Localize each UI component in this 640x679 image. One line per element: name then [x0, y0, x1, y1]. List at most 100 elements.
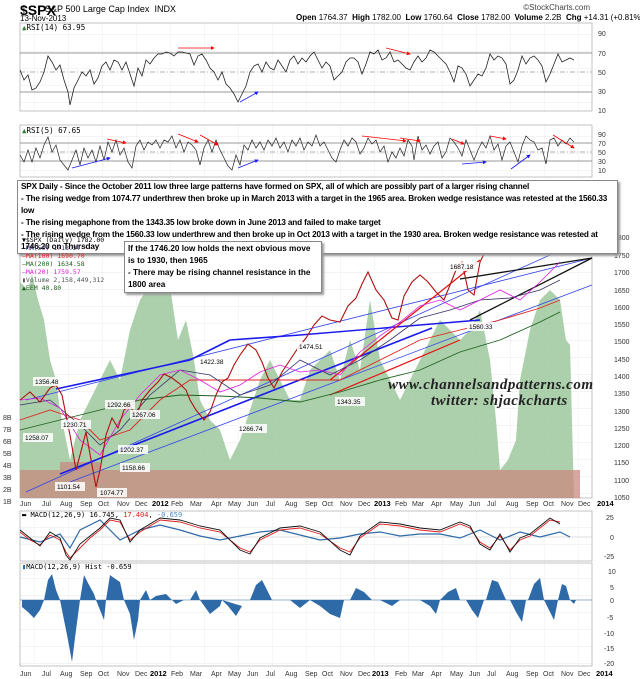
- brand-label: ©StockCharts.com: [523, 3, 590, 12]
- svg-text:Oct: Oct: [543, 671, 554, 678]
- svg-text:Jun: Jun: [20, 501, 31, 508]
- svg-text:Jul: Jul: [487, 501, 496, 508]
- svg-text:25: 25: [606, 515, 614, 522]
- annotation-line: - The rising wedge from 1074.77 underthr…: [21, 194, 608, 215]
- svg-text:2012: 2012: [152, 499, 169, 508]
- svg-text:May: May: [228, 501, 242, 508]
- svg-text:Feb: Feb: [171, 501, 183, 508]
- svg-text:6B: 6B: [3, 439, 12, 446]
- svg-text:4B: 4B: [3, 463, 12, 470]
- svg-text:Dec: Dec: [135, 671, 148, 678]
- price-ticks: 1800 1750 1700 1650 1600 1550 1500 1450 …: [614, 235, 630, 502]
- svg-text:2014: 2014: [596, 669, 614, 678]
- svg-text:1750: 1750: [614, 253, 630, 260]
- svg-text:Mar: Mar: [190, 671, 203, 678]
- svg-text:Nov: Nov: [117, 671, 130, 678]
- svg-text:Sep: Sep: [305, 671, 318, 678]
- price-point-labels: 1356.48 1258.07 1230.71 1101.54 1074.77 …: [23, 262, 497, 497]
- svg-text:-15: -15: [604, 646, 614, 653]
- symbol: $SPX: [20, 2, 56, 18]
- svg-text:1292.66: 1292.66: [107, 402, 131, 409]
- svg-text:-20: -20: [604, 661, 614, 668]
- svg-text:Jun: Jun: [20, 671, 31, 678]
- volume-ticks: 8B 7B 6B 5B 4B 3B 2B 1B: [3, 415, 12, 506]
- svg-text:-5: -5: [607, 615, 613, 622]
- svg-text:Aug: Aug: [285, 671, 298, 678]
- svg-text:1158.66: 1158.66: [122, 465, 145, 472]
- svg-text:1074.77: 1074.77: [100, 490, 124, 497]
- svg-text:1422.38: 1422.38: [200, 359, 224, 366]
- svg-text:1101.54: 1101.54: [57, 484, 80, 491]
- svg-text:1150: 1150: [614, 460, 629, 467]
- svg-text:Jul: Jul: [266, 671, 275, 678]
- svg-text:Mar: Mar: [412, 501, 425, 508]
- svg-text:50: 50: [598, 70, 606, 77]
- svg-text:10: 10: [598, 108, 606, 115]
- svg-text:Jun: Jun: [469, 501, 480, 508]
- svg-text:Aug: Aug: [285, 501, 298, 508]
- svg-text:Jul: Jul: [42, 501, 51, 508]
- svg-text:-25: -25: [604, 554, 614, 561]
- outlook-annotation: If the 1746.20 low holds the next obviou…: [124, 241, 322, 293]
- rsi5-label: ▲RSI(5) 67.65: [22, 126, 81, 135]
- svg-text:1600: 1600: [614, 305, 630, 312]
- svg-text:Oct: Oct: [322, 671, 333, 678]
- macd-panel: 25 0 -25: [19, 510, 614, 562]
- svg-text:1700: 1700: [614, 270, 630, 277]
- svg-text:Sep: Sep: [80, 501, 93, 508]
- svg-text:1266.74: 1266.74: [239, 426, 263, 433]
- svg-text:Aug: Aug: [60, 501, 73, 508]
- macd-hist-panel: 10 5 0 -5 -10 -15 -20: [19, 562, 616, 668]
- svg-text:1343.35: 1343.35: [337, 399, 361, 406]
- svg-text:Sep: Sep: [526, 671, 539, 678]
- bottom-month-axis: Jun Jul Aug Sep Oct Nov Dec 2012 Feb Mar…: [20, 669, 614, 678]
- chart-date: 13-Nov-2013: [20, 14, 67, 23]
- svg-text:May: May: [450, 501, 464, 508]
- svg-text:Apr: Apr: [431, 671, 443, 678]
- svg-text:1100: 1100: [614, 478, 629, 485]
- svg-text:Mar: Mar: [190, 501, 203, 508]
- svg-text:1500: 1500: [614, 339, 630, 346]
- svg-text:Feb: Feb: [395, 671, 407, 678]
- svg-text:2014: 2014: [597, 499, 615, 508]
- svg-text:0: 0: [610, 598, 614, 605]
- svg-text:1200: 1200: [614, 443, 630, 450]
- svg-text:Dec: Dec: [358, 501, 371, 508]
- svg-text:1400: 1400: [614, 374, 630, 381]
- svg-text:Jun: Jun: [247, 671, 258, 678]
- svg-text:1474.51: 1474.51: [299, 344, 323, 351]
- svg-text:Feb: Feb: [171, 671, 183, 678]
- svg-text:Mar: Mar: [412, 671, 425, 678]
- macd-hist-label: ▮MACD(12,26,9) Hist -0.659: [22, 563, 132, 571]
- svg-text:10: 10: [608, 569, 616, 576]
- svg-text:May: May: [228, 671, 242, 678]
- legend-spx: ▼$SPX (Daily) 1782.00: [22, 236, 105, 244]
- svg-text:Sep: Sep: [305, 501, 318, 508]
- svg-text:70: 70: [598, 141, 606, 148]
- legend-ma100: —MA(100) 1690.70: [22, 252, 85, 260]
- svg-text:Nov: Nov: [117, 501, 130, 508]
- legend-ma200: —MA(200) 1634.58: [22, 260, 85, 268]
- svg-text:Nov: Nov: [561, 501, 574, 508]
- rsi14-label: ▲RSI(14) 63.95: [22, 23, 86, 32]
- svg-text:1800: 1800: [614, 235, 630, 242]
- svg-text:Aug: Aug: [506, 671, 519, 678]
- svg-text:90: 90: [598, 132, 606, 139]
- svg-text:Sep: Sep: [526, 501, 539, 508]
- svg-text:1650: 1650: [614, 288, 630, 295]
- svg-text:90: 90: [598, 31, 606, 38]
- svg-text:1258.07: 1258.07: [25, 435, 49, 442]
- rsi5-panel: 90 70 50 30 10: [19, 124, 606, 178]
- svg-text:1350: 1350: [614, 391, 630, 398]
- svg-text:Apr: Apr: [211, 501, 223, 508]
- svg-text:Jul: Jul: [42, 671, 51, 678]
- price-panel: 1356.48 1258.07 1230.71 1101.54 1074.77 …: [3, 235, 630, 506]
- svg-text:1250: 1250: [614, 426, 630, 433]
- svg-text:Jul: Jul: [266, 501, 275, 508]
- svg-text:1267.06: 1267.06: [132, 412, 156, 419]
- svg-text:Dec: Dec: [135, 501, 148, 508]
- svg-text:Aug: Aug: [60, 671, 73, 678]
- svg-text:1202.37: 1202.37: [120, 447, 144, 454]
- watermark-website: www.channelsandpatterns.com: [388, 377, 594, 393]
